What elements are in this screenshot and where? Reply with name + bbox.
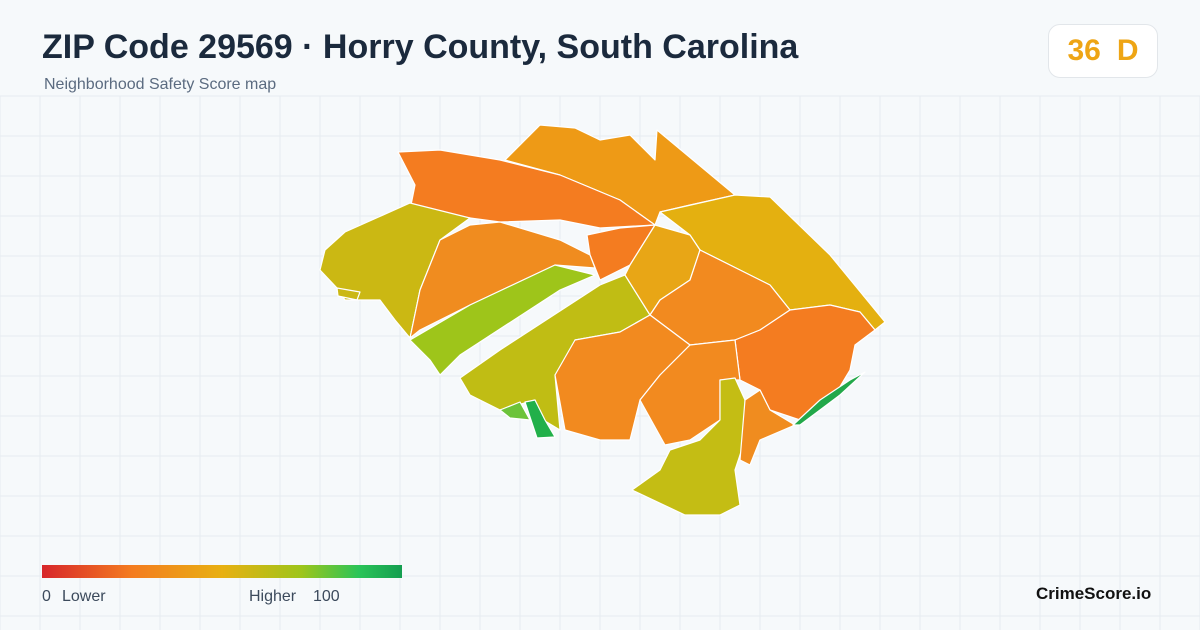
legend-min-label: Lower bbox=[62, 588, 106, 605]
region bbox=[631, 377, 746, 516]
subtitle: Neighborhood Safety Score map bbox=[44, 76, 277, 93]
region bbox=[336, 287, 361, 301]
zip-regions bbox=[319, 124, 886, 516]
score: 36 bbox=[1067, 34, 1101, 67]
title: ZIP Code 29569 · Horry County, South Car… bbox=[42, 28, 799, 66]
region bbox=[524, 399, 556, 439]
score-badge: 36 D bbox=[1048, 24, 1158, 78]
region bbox=[739, 389, 796, 466]
legend-max: 100 bbox=[313, 588, 340, 605]
legend-gradient bbox=[42, 565, 402, 578]
legend-max-label: Higher bbox=[249, 588, 297, 605]
region bbox=[319, 202, 471, 339]
grade: D bbox=[1116, 34, 1139, 67]
legend-min: 0 bbox=[42, 588, 51, 605]
region bbox=[409, 264, 596, 376]
region bbox=[792, 371, 866, 426]
brand: CrimeScore.io bbox=[1036, 584, 1152, 603]
region bbox=[499, 401, 531, 421]
